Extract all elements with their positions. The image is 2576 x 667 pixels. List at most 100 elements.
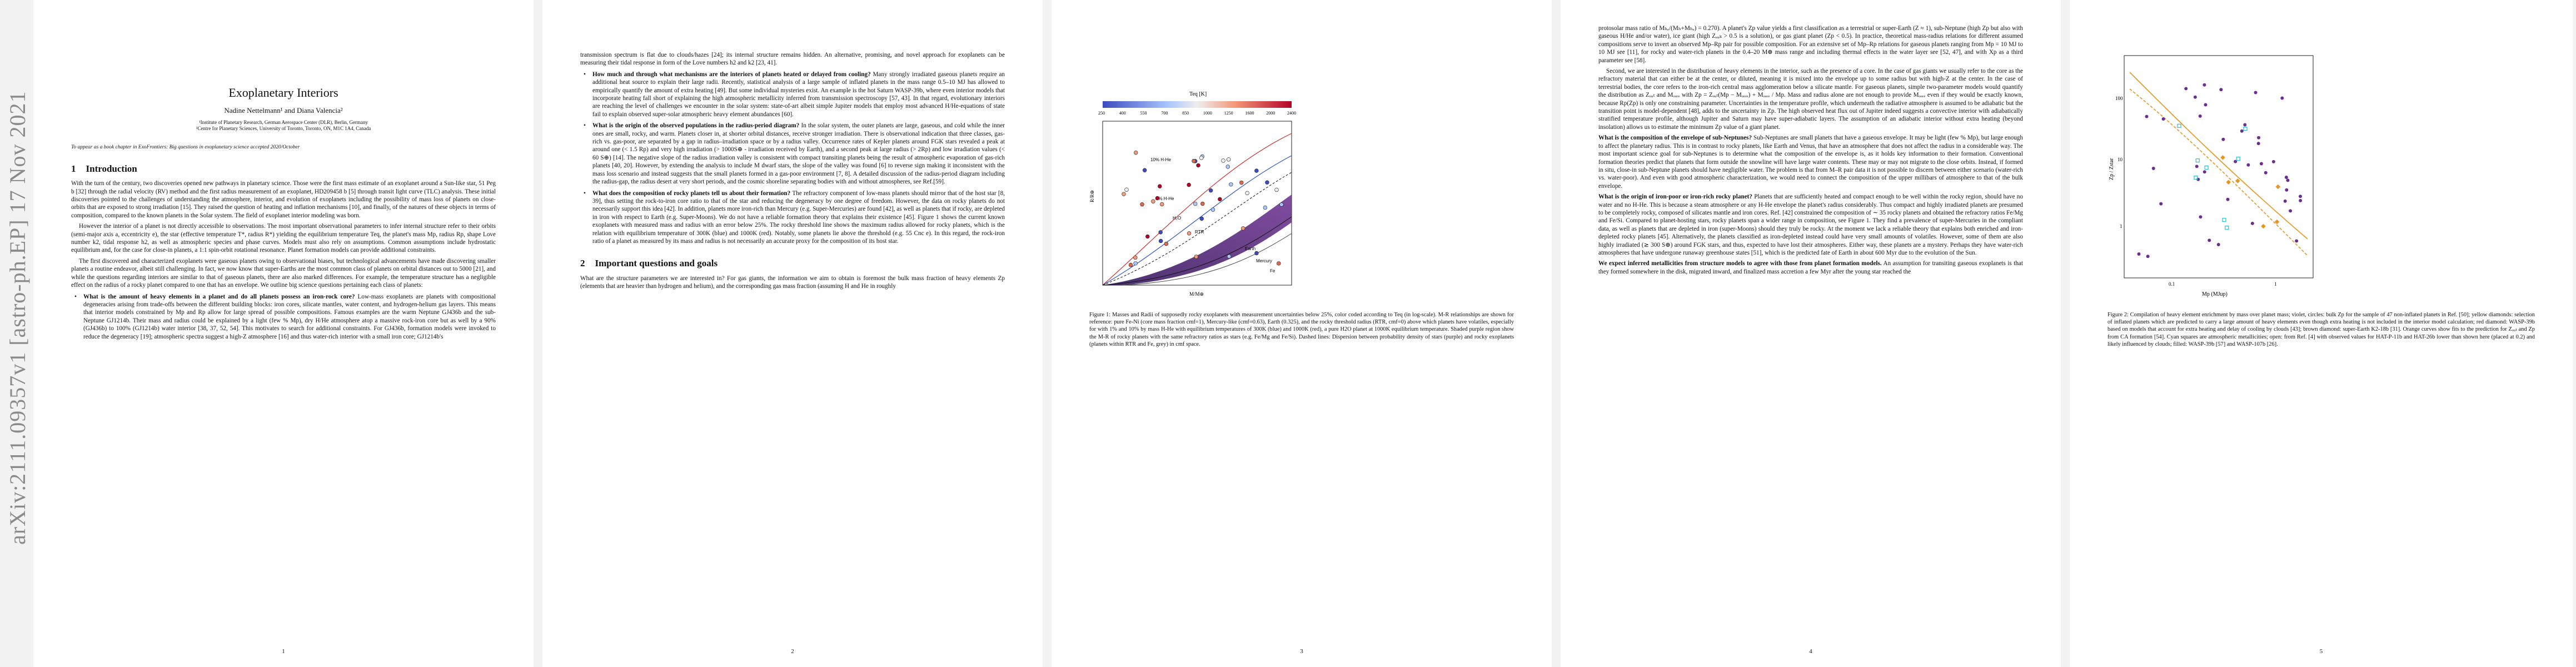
planet-marker bbox=[1133, 255, 1138, 260]
planet-marker bbox=[1133, 261, 1138, 266]
planet-marker bbox=[1158, 230, 1163, 235]
atmospheric-metallicity-marker bbox=[2243, 127, 2248, 131]
planet-marker bbox=[2145, 115, 2149, 118]
figure-1-mass-radius-plot: Teq [K] 250 400 550 700 850 1000 1250 1600 2000 2… bbox=[1089, 91, 1296, 297]
page-5: 100 10 1 0.1 1 Zp / Zstar Mp (MJup) Figu… bbox=[2070, 0, 2573, 667]
data-points bbox=[2137, 83, 2303, 258]
planet-marker bbox=[1218, 197, 1222, 202]
planet-marker bbox=[2204, 103, 2208, 107]
plot-frame bbox=[2124, 55, 2314, 278]
atmospheric-metallicity-marker bbox=[2177, 123, 2181, 128]
label-rtr: RTR bbox=[1195, 230, 1204, 235]
planet-marker bbox=[2161, 117, 2165, 121]
planet-marker bbox=[2208, 238, 2211, 242]
paragraph: protosolar mass ratio of Mₕₑ/(Mₕ+Mₕₑ) = … bbox=[1598, 25, 2023, 64]
paragraph: What is the composition of the envelope … bbox=[1598, 135, 2023, 190]
x-axis-label: Mp (MJup) bbox=[2202, 291, 2228, 297]
planet-marker bbox=[1192, 158, 1196, 163]
colorbar-tick-label: 400 bbox=[1119, 111, 1126, 116]
x-tick-1: 1 bbox=[2274, 281, 2277, 287]
colorbar-tick-label: 1600 bbox=[1245, 111, 1254, 116]
page-number: 3 bbox=[1300, 648, 1303, 655]
planet-marker bbox=[1245, 191, 1249, 196]
planet-marker bbox=[1194, 255, 1199, 259]
planet-marker bbox=[1124, 187, 1129, 192]
bullet-item: What is the origin of the observed popul… bbox=[580, 122, 1005, 186]
planet-marker bbox=[1241, 226, 1245, 231]
planet-marker bbox=[2283, 199, 2287, 203]
planet-marker bbox=[2146, 255, 2150, 258]
paragraph: However the interior of a planet is not … bbox=[71, 223, 496, 254]
page-number: 1 bbox=[282, 648, 285, 655]
colorbar-tick-label: 850 bbox=[1182, 111, 1189, 116]
colorbar-ticks: 250 400 550 700 850 1000 1250 1600 2000 2400 bbox=[1098, 111, 1296, 116]
planet-marker bbox=[2193, 95, 2197, 99]
planet-marker bbox=[2289, 209, 2293, 213]
planet-marker bbox=[2250, 221, 2254, 225]
planet-marker bbox=[1158, 238, 1163, 243]
figure-2-caption: Figure 2: Compilation of heavy element e… bbox=[2107, 312, 2535, 347]
planet-marker bbox=[2195, 165, 2199, 168]
label-fe: Fe bbox=[1270, 268, 1275, 273]
label-earth: Earth bbox=[1245, 246, 1255, 251]
y-axis-label: R/R⊕ bbox=[1089, 190, 1095, 202]
planet-marker bbox=[2221, 137, 2225, 141]
planet-marker bbox=[1254, 168, 1259, 173]
colorbar-tick-label: 1250 bbox=[1224, 111, 1233, 116]
planet-marker bbox=[2271, 160, 2275, 163]
planet-marker bbox=[2240, 129, 2244, 133]
planet-marker bbox=[1254, 251, 1259, 256]
page-number: 4 bbox=[1809, 648, 1812, 655]
authors: Nadine Nettelmann¹ and Diana Valencia² bbox=[224, 106, 343, 115]
planet-marker bbox=[1122, 192, 1126, 196]
page-number: 5 bbox=[2319, 648, 2323, 655]
planet-marker bbox=[1227, 254, 1232, 259]
planet-marker bbox=[1239, 180, 1244, 185]
planet-marker bbox=[2159, 202, 2163, 206]
arxiv-id: arXiv:2111.09357v1 [astro-ph.EP] 17 Nov … bbox=[5, 91, 30, 545]
planet-marker bbox=[2264, 171, 2268, 175]
publication-note: To appear as a book chapter in ExoFronti… bbox=[71, 144, 300, 150]
planet-marker bbox=[1226, 157, 1231, 162]
planet-marker bbox=[1277, 261, 1281, 266]
line-10pct-hhe bbox=[1102, 133, 1292, 286]
planet-marker bbox=[2298, 195, 2302, 198]
affiliation-2: ²Centre for Planetary Sciences, Universi… bbox=[196, 125, 371, 131]
section-heading: 1 Introduction bbox=[71, 163, 137, 174]
planet-marker bbox=[2199, 215, 2203, 219]
planet-marker bbox=[2203, 83, 2206, 87]
label-1pct-hhe: 1% H-He bbox=[1156, 196, 1174, 201]
planet-marker bbox=[1187, 182, 1191, 187]
line-h2o bbox=[1102, 172, 1292, 286]
atmospheric-metallicity-marker bbox=[2195, 158, 2200, 163]
paragraph: Second, we are interested in the distrib… bbox=[1598, 68, 2023, 131]
planet-marker bbox=[2286, 178, 2290, 182]
planet-marker bbox=[1128, 262, 1133, 267]
planet-marker bbox=[1193, 201, 1198, 206]
page-1: Exoplanetary Interiors Nadine Nettelmann… bbox=[33, 0, 534, 667]
data-points bbox=[1122, 150, 1284, 267]
planet-marker bbox=[2285, 188, 2289, 192]
planet-marker bbox=[1140, 202, 1144, 207]
atmospheric-metallicity-marker bbox=[2225, 226, 2229, 230]
planet-marker bbox=[2259, 162, 2263, 166]
planet-marker bbox=[1208, 188, 1213, 193]
planet-marker bbox=[1187, 231, 1192, 236]
bullet-item: How much and through what mechanisms are… bbox=[580, 71, 1005, 118]
planet-marker bbox=[1145, 234, 1150, 239]
x-axis-label: M/M⊕ bbox=[1189, 291, 1204, 297]
planet-marker bbox=[1160, 202, 1164, 207]
planet-marker bbox=[2256, 136, 2260, 140]
atmospheric-metallicity-marker bbox=[2194, 176, 2198, 180]
planet-marker bbox=[2184, 87, 2188, 91]
arxiv-stamp: arXiv:2111.09357v1 [astro-ph.EP] 17 Nov … bbox=[4, 44, 32, 545]
line-earth bbox=[1102, 216, 1292, 286]
figure-2-metallicity-plot: 100 10 1 0.1 1 Zp / Zstar Mp (MJup) bbox=[2109, 55, 2314, 297]
planet-marker bbox=[2256, 142, 2260, 146]
y-tick-1: 1 bbox=[2120, 223, 2122, 229]
planet-marker bbox=[1151, 199, 1155, 203]
planet-marker bbox=[1200, 201, 1205, 206]
planet-marker bbox=[1158, 184, 1162, 188]
planet-marker bbox=[2226, 197, 2230, 201]
page-2: transmission spectrum is flat due to clo… bbox=[542, 0, 1043, 667]
